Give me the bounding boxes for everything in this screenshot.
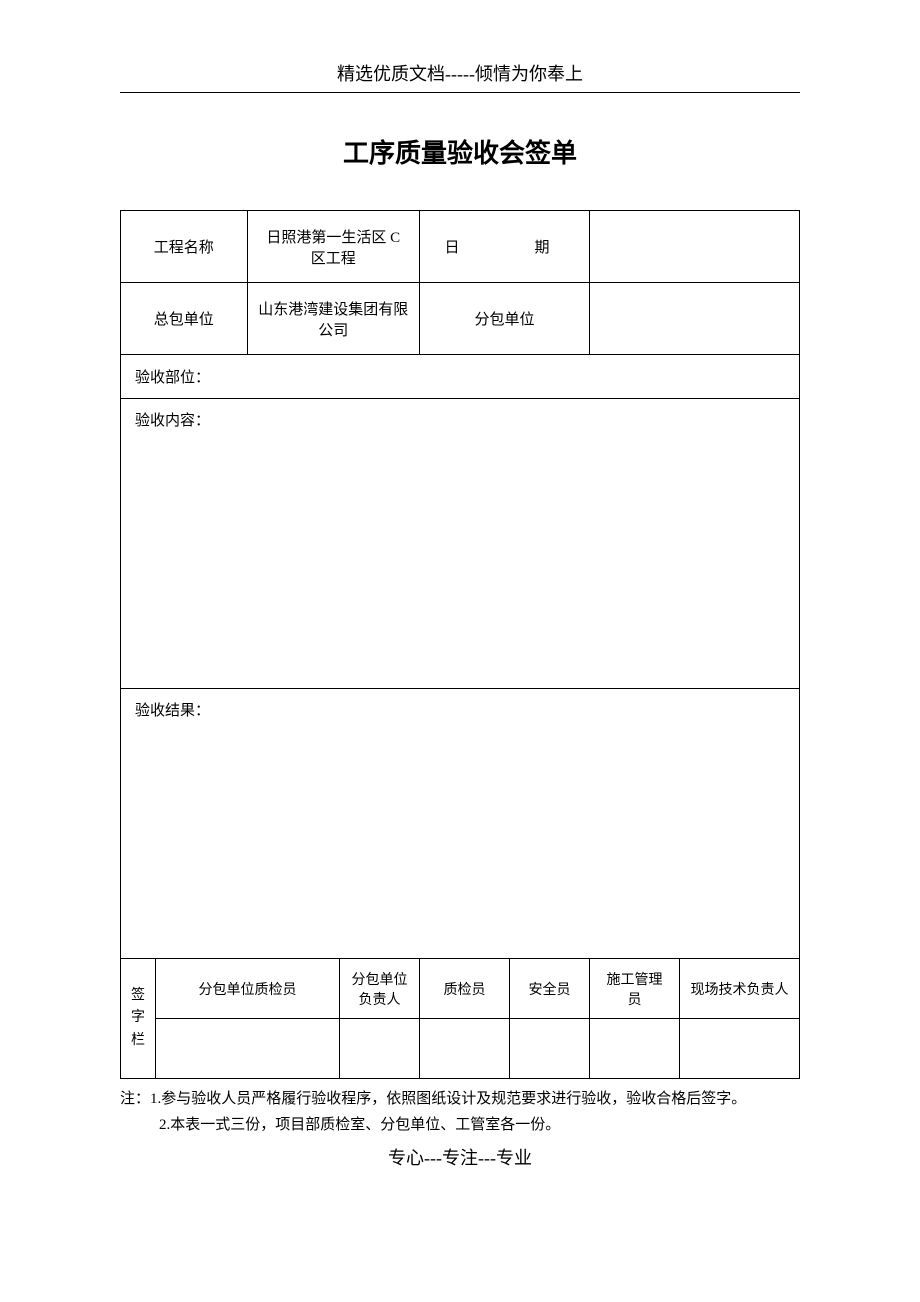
value-main-contractor: 山东港湾建设集团有限公司: [247, 283, 419, 355]
sig-header-tech-leader: 现场技术负责人: [680, 959, 800, 1019]
sig-blank-3: [420, 1019, 510, 1079]
row-inspection-part: 验收部位：: [121, 355, 800, 399]
sig-h2-l1: 分包单位: [352, 973, 408, 988]
row-inspection-content: 验收内容：: [121, 399, 800, 689]
sig-vlabel-3: 栏: [131, 1033, 145, 1048]
document-page: 精选优质文档-----倾情为你奉上 工序质量验收会签单 工程名称 日照港第一生活…: [0, 0, 920, 1210]
sig-blank-5: [590, 1019, 680, 1079]
row-signature-header: 签 字 栏 分包单位质检员 分包单位 负责人 质检员 安全员 施工管理员 现场技…: [121, 959, 800, 1019]
value-project-name: 日照港第一生活区 C 区工程: [247, 211, 419, 283]
row-project: 工程名称 日照港第一生活区 C 区工程 日 期: [121, 211, 800, 283]
sig-blank-1: [156, 1019, 340, 1079]
sig-blank-6: [680, 1019, 800, 1079]
label-inspection-result: 验收结果：: [121, 689, 800, 959]
row-inspection-result: 验收结果：: [121, 689, 800, 959]
label-main-contractor: 总包单位: [121, 283, 248, 355]
sig-blank-4: [510, 1019, 590, 1079]
label-inspection-content: 验收内容：: [121, 399, 800, 689]
label-date: 日 期: [420, 211, 590, 283]
row-signature-blank: [121, 1019, 800, 1079]
sig-h2-l2: 负责人: [359, 993, 401, 1008]
sig-vlabel-1: 签: [131, 988, 145, 1003]
label-project-name: 工程名称: [121, 211, 248, 283]
row-contractor: 总包单位 山东港湾建设集团有限公司 分包单位: [121, 283, 800, 355]
page-header: 精选优质文档-----倾情为你奉上: [120, 60, 800, 93]
sig-header-sub-inspector: 分包单位质检员: [156, 959, 340, 1019]
value-sub-contractor: [590, 283, 800, 355]
form-table: 工程名称 日照港第一生活区 C 区工程 日 期 总包单位 山东港湾建设集团有限公…: [120, 210, 800, 1079]
sig-vlabel-2: 字: [131, 1010, 145, 1025]
sig-header-inspector: 质检员: [420, 959, 510, 1019]
value-date: [590, 211, 800, 283]
document-title: 工序质量验收会签单: [120, 133, 800, 170]
label-sub-contractor: 分包单位: [420, 283, 590, 355]
page-footer: 专心---专注---专业: [120, 1144, 800, 1170]
sig-header-sub-leader: 分包单位 负责人: [340, 959, 420, 1019]
note-2: 2.本表一式三份，项目部质检室、分包单位、工管室各一份。: [120, 1113, 800, 1139]
sig-header-construction-mgr: 施工管理员: [590, 959, 680, 1019]
notes-section: 注：1.参与验收人员严格履行验收程序，依照图纸设计及规范要求进行验收，验收合格后…: [120, 1087, 800, 1138]
sig-blank-2: [340, 1019, 420, 1079]
note-1: 注：1.参与验收人员严格履行验收程序，依照图纸设计及规范要求进行验收，验收合格后…: [120, 1087, 800, 1113]
label-signature-column: 签 字 栏: [121, 959, 156, 1079]
sig-header-safety: 安全员: [510, 959, 590, 1019]
label-inspection-part: 验收部位：: [121, 355, 800, 399]
